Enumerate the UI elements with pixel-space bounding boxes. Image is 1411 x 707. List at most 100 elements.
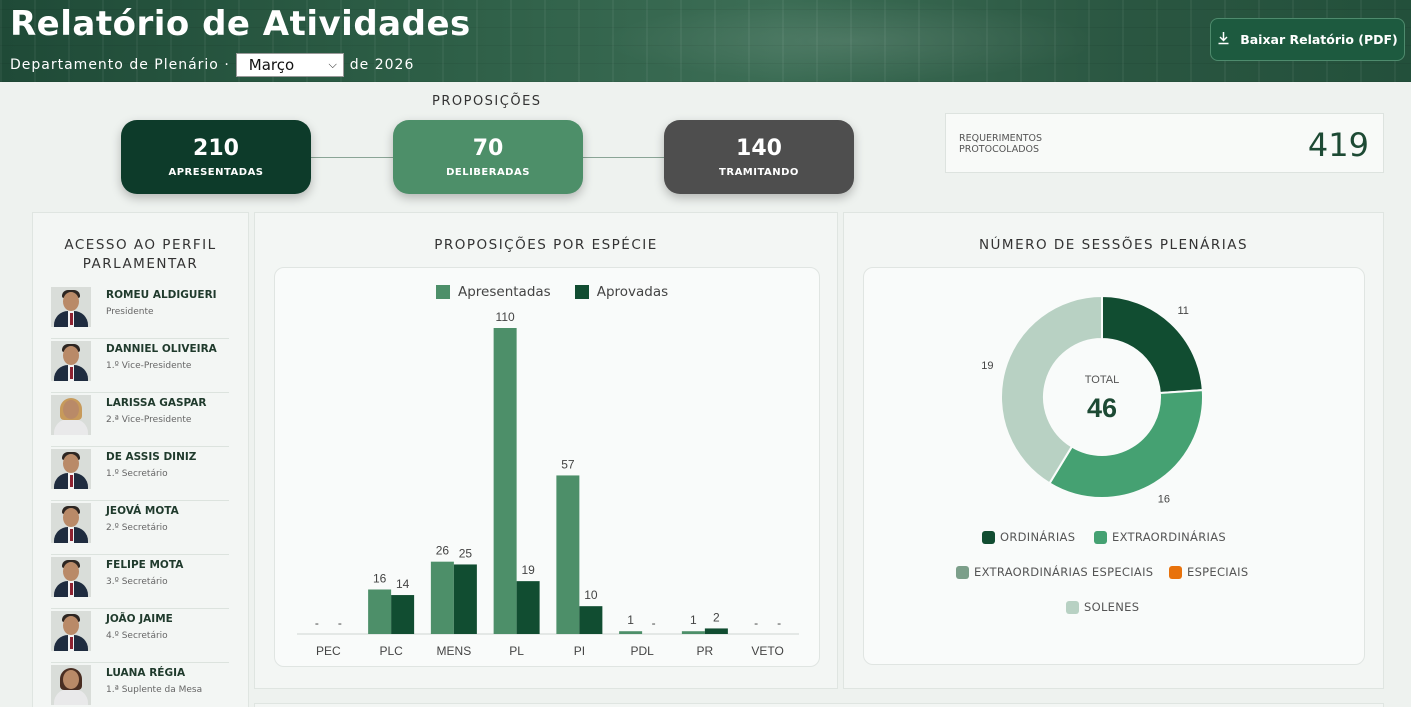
donut-slice-solenes[interactable] (1000, 294, 1103, 485)
bar-value-label: 14 (396, 577, 410, 591)
bar-value-label: 1 (627, 613, 634, 627)
parlamentar-item[interactable]: JEOVÁ MOTA 2.º Secretário (51, 501, 229, 555)
bar-aprovadas-pr[interactable] (704, 628, 728, 634)
donut-chart: 11 16 19 TOTAL 46 (981, 294, 1204, 506)
stat-connector (583, 157, 664, 158)
stat-connector (311, 157, 393, 158)
bar-value-label: 110 (496, 310, 515, 324)
donut-legend-item: ESPECIAIS (1169, 565, 1248, 579)
bottom-panel-edge (254, 703, 1384, 707)
parlamentar-name: DE ASSIS DINIZ (106, 451, 197, 463)
parlamentar-name: ROMEU ALDIGUERI (106, 289, 217, 301)
parlamentar-item[interactable]: ROMEU ALDIGUERI Presidente (51, 285, 229, 339)
parlamentar-item[interactable]: JOÃO JAIME 4.º Secretário (51, 609, 229, 663)
avatar (51, 449, 91, 489)
donut-value-label: 19 (981, 360, 993, 372)
proposicoes-label: PROPOSIÇÕES (432, 94, 542, 109)
parlamentar-role: 2.º Secretário (106, 523, 168, 533)
x-tick-label: PDL (630, 644, 654, 658)
bar-apresentadas-pi[interactable] (556, 475, 580, 634)
bar-value-label: 25 (459, 546, 473, 560)
bar-aprovadas-plc[interactable] (391, 595, 415, 634)
parlamentar-name: JEOVÁ MOTA (106, 505, 179, 517)
header-banner: Relatório de Atividades Departamento de … (0, 0, 1411, 82)
download-pdf-button[interactable]: Baixar Relatório (PDF) (1210, 18, 1405, 61)
parlamentar-item[interactable]: DANNIEL OLIVEIRA 1.º Vice-Presidente (51, 339, 229, 393)
month-select[interactable]: Março ⌵ (235, 53, 344, 77)
bar-value-label: 16 (373, 571, 387, 585)
avatar (51, 341, 91, 381)
header-subtitle: Departamento de Plenário · Março ⌵ de 20… (10, 53, 414, 77)
bar-aprovadas-mens[interactable] (453, 564, 477, 634)
x-tick-label: PR (697, 644, 714, 658)
donut-legend-item: EXTRAORDINÁRIAS (1094, 530, 1226, 544)
especie-chart-card: Apresentadas Aprovadas - - PEC 16 14 PLC 26 25 M… (274, 267, 820, 667)
legend-swatch (1066, 600, 1079, 614)
requerimentos-card: REQUERIMENTOS PROTOCOLADOS 419 (945, 113, 1384, 173)
parlamentar-role: Presidente (106, 307, 154, 317)
bar-apresentadas-mens[interactable] (430, 561, 454, 634)
donut-slice-extraordinárias[interactable] (1048, 389, 1204, 499)
bar-value-label: 1 (690, 613, 697, 627)
legend-swatch (956, 565, 969, 579)
sessoes-chart-card: 11 16 19 TOTAL 46 ORDINÁRIAS EXTRAORDINÁRIAS E… (863, 267, 1365, 665)
parlamentares-panel: ACESSO AO PERFIL PARLAMENTAR ROMEU ALDIG… (32, 212, 249, 707)
bar-value-label: 26 (436, 544, 450, 558)
stat-apresentadas: 210 APRESENTADAS (121, 120, 311, 194)
legend-label: EXTRAORDINÁRIAS ESPECIAIS (974, 565, 1154, 579)
bar-apresentadas-pdl[interactable] (619, 631, 643, 634)
stat-value: 210 (193, 136, 239, 161)
parlamentar-item[interactable]: LUANA RÉGIA 1.ª Suplente da Mesa (51, 663, 229, 707)
parlamentar-name: LUANA RÉGIA (106, 667, 186, 679)
legend-label-apresentadas: Apresentadas (458, 284, 551, 300)
x-tick-label: PEC (316, 644, 341, 658)
legend-label: ESPECIAIS (1187, 565, 1249, 579)
parlamentar-role: 1.ª Suplente da Mesa (106, 685, 203, 695)
year-label: de 2026 (349, 57, 415, 73)
parlamentar-item[interactable]: FELIPE MOTA 3.º Secretário (51, 555, 229, 609)
legend-swatch (1169, 565, 1182, 579)
bar-apresentadas-plc[interactable] (368, 589, 392, 634)
stat-label: APRESENTADAS (168, 167, 264, 178)
avatar (51, 395, 91, 435)
legend-swatch (982, 530, 995, 544)
x-tick-label: VETO (751, 644, 783, 658)
especie-title: PROPOSIÇÕES POR ESPÉCIE (434, 237, 658, 253)
month-select-value: Março (248, 56, 295, 74)
avatar (51, 611, 91, 651)
donut-legend-item: ORDINÁRIAS (982, 530, 1075, 544)
donut-value-label: 11 (1178, 305, 1189, 317)
bar-apresentadas-pl[interactable] (493, 328, 517, 634)
parlamentar-role: 3.º Secretário (106, 577, 168, 587)
legend-swatch (1094, 530, 1107, 544)
bar-value-label: 10 (584, 588, 598, 602)
bar-value-label: - (338, 616, 342, 630)
x-tick-label: PL (509, 644, 524, 658)
chevron-down-icon: ⌵ (328, 58, 337, 71)
parlamentar-role: 4.º Secretário (106, 631, 168, 641)
bar-value-label: 57 (561, 457, 575, 471)
avatar (51, 665, 91, 705)
bar-apresentadas-pr[interactable] (681, 631, 705, 634)
page-title: Relatório de Atividades (10, 4, 471, 44)
stat-label: DELIBERADAS (446, 167, 530, 178)
parlamentar-role: 1.º Vice-Presidente (106, 361, 192, 371)
bar-aprovadas-pi[interactable] (579, 606, 603, 634)
download-icon (1217, 31, 1230, 49)
stat-label: TRAMITANDO (719, 167, 799, 178)
parlamentar-role: 1.º Secretário (106, 469, 168, 479)
especie-panel: PROPOSIÇÕES POR ESPÉCIE Apresentadas Apr… (254, 212, 838, 689)
parlamentar-item[interactable]: LARISSA GASPAR 2.ª Vice-Presidente (51, 393, 229, 447)
header-background-texture (0, 0, 1411, 82)
chart-legend: Apresentadas Aprovadas (436, 284, 668, 300)
bar-chart: - - PEC 16 14 PLC 26 25 MENS 110 19 PL 57 10 PI 1 - PDL 1 2… (297, 310, 799, 658)
donut-slice-ordinárias[interactable] (1101, 294, 1204, 395)
parlamentares-title-line2: PARLAMENTAR (82, 256, 199, 272)
donut-value-label: 16 (1158, 494, 1170, 506)
bar-aprovadas-pl[interactable] (516, 581, 540, 634)
avatar (51, 557, 91, 597)
x-tick-label: PI (574, 644, 585, 658)
parlamentar-item[interactable]: DE ASSIS DINIZ 1.º Secretário (51, 447, 229, 501)
stat-deliberadas: 70 DELIBERADAS (393, 120, 583, 194)
stat-tramitando: 140 TRAMITANDO (664, 120, 854, 194)
